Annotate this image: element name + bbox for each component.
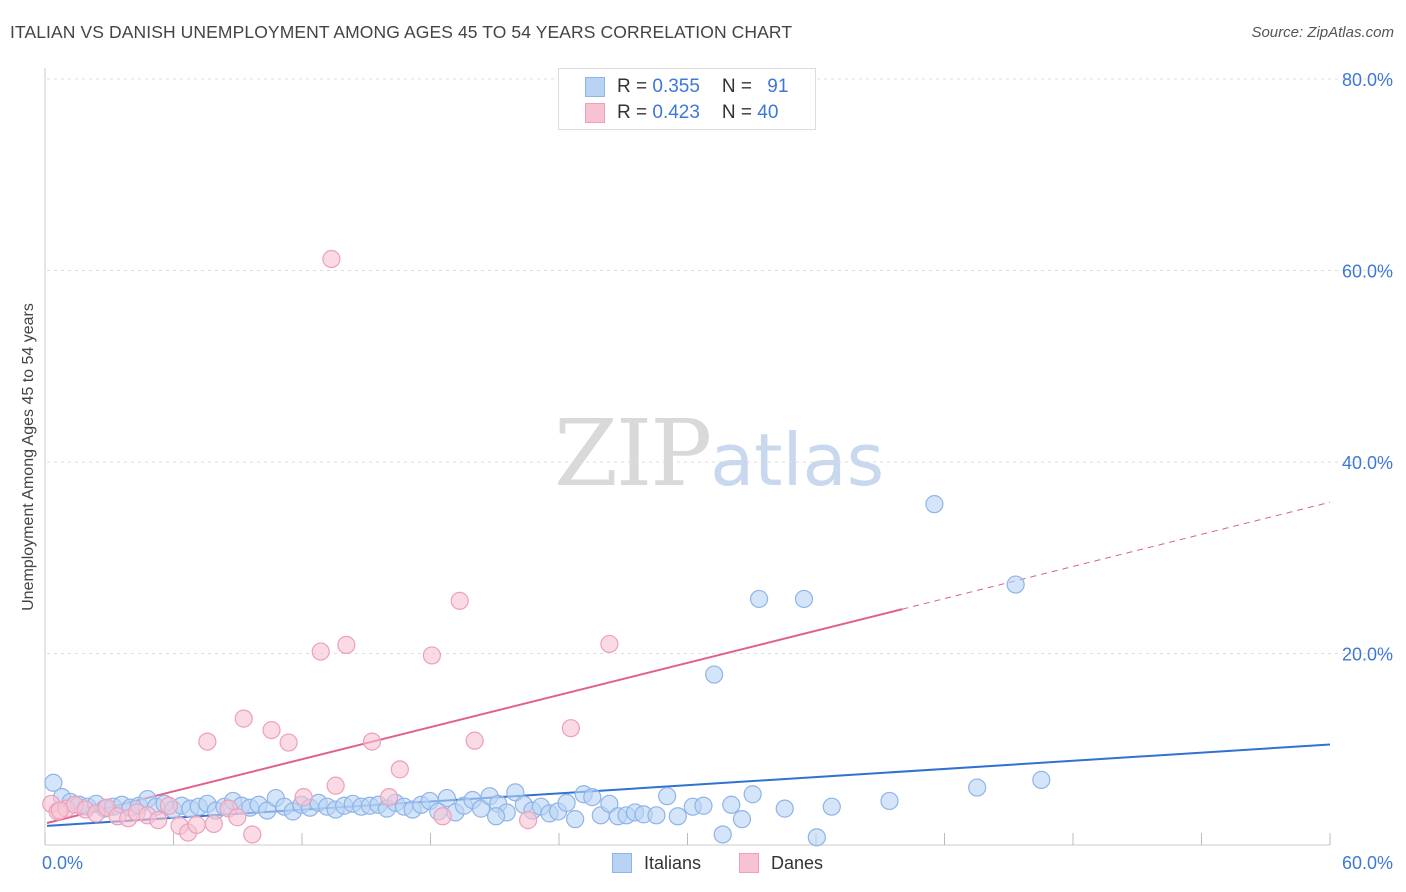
italians-point: [713, 825, 732, 844]
italians-r-value: 0.355: [652, 76, 700, 97]
italians-point: [925, 495, 944, 514]
italians-point: [437, 788, 456, 808]
danes-point: [433, 807, 452, 826]
legend-italians-swatch: [612, 853, 632, 873]
danes-point: [561, 719, 580, 738]
italians-point: [775, 799, 794, 818]
danes-point: [422, 646, 441, 665]
danes-point: [326, 776, 345, 795]
danes-point: [204, 814, 223, 834]
danes-trend-extension: [902, 501, 1331, 610]
danes-point: [322, 249, 341, 269]
italians-point: [794, 589, 814, 609]
danes-point: [50, 801, 69, 820]
danes-points: [42, 249, 619, 844]
watermark-atlas: atlas: [710, 418, 885, 502]
danes-point: [450, 591, 469, 610]
italians-point: [694, 796, 713, 815]
danes-point: [149, 811, 168, 830]
chart-title: ITALIAN VS DANISH UNEMPLOYMENT AMONG AGE…: [10, 22, 793, 42]
legend-danes-swatch: [739, 853, 759, 873]
danes-point: [243, 825, 262, 844]
danes-point: [311, 642, 330, 661]
italians-point: [749, 589, 769, 609]
italians-point: [566, 810, 585, 829]
y-tick-label: 40.0%: [1342, 453, 1393, 473]
danes-stats: R = 0.423 N = 40: [617, 102, 778, 124]
italians-point: [506, 783, 525, 802]
italians-point: [1032, 770, 1051, 789]
watermark-zip: ZIP: [554, 400, 712, 507]
correlation-legend: R = 0.355 N = 91 R = 0.423 N = 40: [558, 68, 816, 130]
italians-r-label: R =: [617, 76, 653, 97]
danes-point: [337, 635, 356, 654]
axes: [44, 68, 1331, 846]
italians-point: [743, 785, 762, 804]
danes-point: [465, 731, 484, 750]
italians-point: [968, 778, 987, 797]
y-tick-label: 80.0%: [1342, 70, 1393, 90]
italians-n-value: 91: [767, 76, 789, 97]
watermark: ZIPatlas: [554, 400, 884, 507]
y-tick-label: 60.0%: [1342, 262, 1393, 282]
danes-point: [390, 760, 409, 779]
italians-point: [658, 787, 677, 806]
italians-point: [486, 807, 506, 826]
italians-point: [807, 828, 826, 847]
italians-point: [471, 799, 491, 818]
italians-point: [600, 794, 619, 813]
chart-source: Source: ZipAtlas.com: [1251, 24, 1394, 41]
danes-n-label: N =: [721, 102, 758, 123]
danes-r-value: 0.423: [652, 102, 700, 123]
italians-point: [880, 791, 899, 811]
tick-labels: 20.0% 40.0% 60.0% 80.0% 0.0% 60.0%: [42, 70, 1393, 873]
trend-lines: [46, 501, 1331, 827]
italians-point: [557, 793, 576, 812]
legend-italians-label: Italians: [644, 853, 702, 873]
italians-point: [647, 806, 666, 825]
y-tick-label: 20.0%: [1342, 645, 1393, 665]
italians-stats: R = 0.355 N = 91: [617, 76, 788, 98]
danes-n-value: 40: [757, 102, 779, 123]
y-axis-label: Unemployment Among Ages 45 to 54 years: [20, 303, 37, 611]
danes-r-label: R =: [617, 102, 653, 123]
danes-point: [262, 720, 281, 740]
italians-swatch: [585, 77, 605, 97]
italians-point: [258, 801, 277, 820]
danes-point: [519, 811, 538, 830]
italians-point: [732, 810, 752, 829]
x-tick-label: 60.0%: [1342, 853, 1393, 873]
italians-point: [722, 795, 741, 814]
danes-trend-line: [46, 608, 903, 824]
italians-point: [1006, 575, 1025, 594]
danes-point: [279, 733, 298, 752]
danes-point: [228, 808, 247, 827]
danes-point: [198, 732, 217, 751]
danes-point: [187, 815, 206, 834]
danes-point: [362, 732, 382, 751]
italians-point: [822, 797, 841, 816]
danes-point: [234, 709, 253, 728]
x-tick-label: 0.0%: [42, 853, 83, 873]
italians-point: [44, 773, 63, 792]
italians-point: [583, 788, 602, 807]
danes-point: [159, 796, 178, 815]
gridlines: [47, 78, 1392, 654]
danes-point: [294, 788, 313, 807]
italians-point: [705, 665, 724, 684]
danes-point: [600, 634, 619, 654]
danes-swatch: [585, 103, 605, 123]
legend-danes-label: Danes: [771, 853, 824, 873]
italians-point: [668, 807, 687, 826]
italians-n-label: N =: [721, 76, 758, 97]
danes-point: [380, 788, 399, 807]
